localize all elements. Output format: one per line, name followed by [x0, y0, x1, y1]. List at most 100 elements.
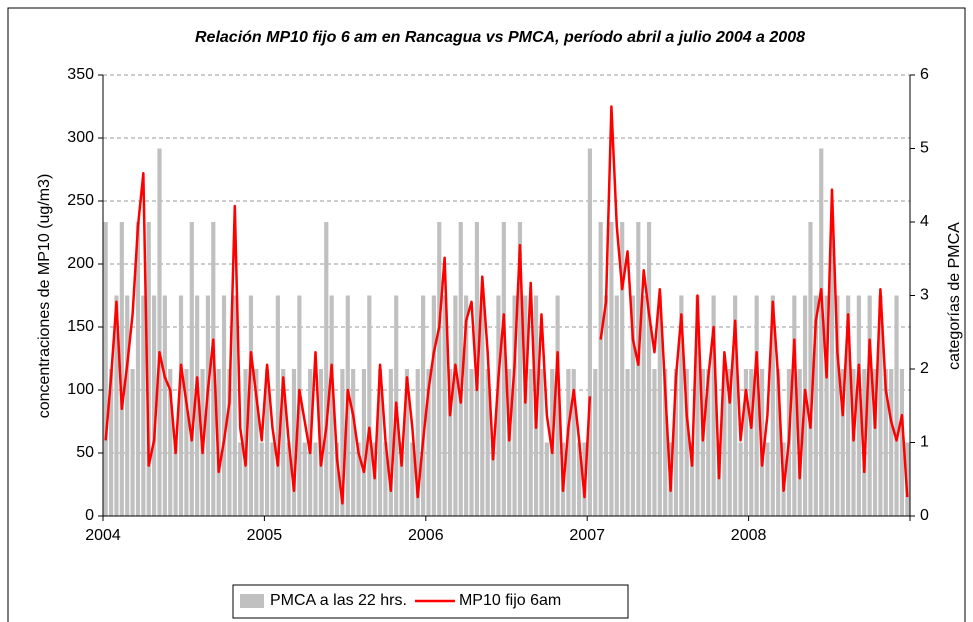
bar: [195, 295, 200, 516]
bar: [351, 369, 356, 516]
bar: [598, 222, 603, 516]
bar: [733, 295, 738, 516]
bar: [458, 222, 463, 516]
bar: [587, 148, 592, 516]
y2-tick-label: 5: [920, 140, 929, 157]
x-tick-label: 2008: [731, 527, 767, 544]
bar: [673, 369, 679, 516]
legend-label: PMCA a las 22 hrs.: [270, 592, 407, 609]
bar: [630, 295, 636, 516]
y-tick-label: 300: [67, 129, 94, 146]
y2-tick-label: 4: [920, 213, 929, 230]
bar: [889, 369, 894, 516]
bar: [620, 222, 625, 516]
bar: [517, 222, 523, 516]
bar: [856, 295, 861, 516]
bar: [281, 369, 286, 516]
bar: [743, 369, 748, 516]
bar: [259, 442, 264, 516]
bar: [168, 369, 173, 516]
bar: [765, 442, 770, 516]
bar: [851, 369, 856, 516]
bar: [334, 442, 340, 516]
bar: [152, 295, 157, 516]
y-tick-label: 200: [67, 255, 94, 272]
bar: [544, 442, 549, 516]
bar: [141, 295, 146, 516]
bar: [727, 369, 732, 516]
bar: [690, 442, 695, 516]
bar: [808, 222, 813, 516]
bar: [464, 295, 469, 516]
bar: [603, 295, 609, 516]
bar: [754, 295, 759, 516]
bar: [184, 369, 189, 516]
bar: [566, 369, 571, 516]
legend-swatch: [240, 594, 264, 608]
bar: [899, 369, 905, 516]
bar: [356, 442, 361, 516]
bar: [894, 295, 899, 516]
legend-label: MP10 fijo 6am: [459, 592, 561, 609]
bar: [792, 295, 797, 516]
bar: [453, 295, 458, 516]
bar: [695, 295, 700, 516]
y2-tick-label: 1: [920, 434, 929, 451]
bar: [119, 222, 124, 516]
bar: [835, 295, 840, 516]
y-tick-label: 100: [67, 381, 94, 398]
bar: [291, 369, 297, 516]
bar: [189, 222, 194, 516]
bar: [523, 295, 528, 516]
y2-tick-label: 0: [920, 507, 929, 524]
bar: [636, 222, 641, 516]
bar: [442, 295, 447, 516]
bar: [329, 295, 334, 516]
bar: [819, 148, 824, 516]
bar: [512, 295, 517, 516]
bar: [421, 295, 426, 516]
y-tick-label: 150: [67, 318, 94, 335]
bar: [248, 295, 254, 516]
bar: [377, 369, 383, 516]
bar: [399, 442, 404, 516]
bar: [749, 369, 754, 516]
bar: [496, 295, 501, 516]
bar: [173, 442, 178, 516]
bar: [700, 369, 705, 516]
bar: [770, 295, 775, 516]
bar: [577, 442, 582, 516]
bar: [286, 442, 291, 516]
bar: [388, 369, 393, 516]
line: [599, 105, 909, 498]
bar: [162, 295, 167, 516]
bar: [867, 295, 872, 516]
bar: [221, 295, 227, 516]
bar: [130, 369, 135, 516]
x-tick-label: 2005: [247, 527, 283, 544]
line: [104, 172, 592, 505]
bar: [410, 442, 415, 516]
bar: [431, 295, 436, 516]
bar: [415, 369, 420, 516]
bar: [275, 295, 280, 516]
bar: [361, 369, 367, 516]
bar: [684, 369, 689, 516]
bar: [840, 369, 845, 516]
y2-tick-label: 3: [920, 287, 929, 304]
bar: [324, 222, 329, 516]
bar: [652, 369, 657, 516]
bar: [641, 295, 646, 516]
bar: [528, 369, 533, 516]
bar: [404, 369, 410, 516]
bar: [157, 148, 162, 516]
bar: [593, 369, 598, 516]
bar: [883, 369, 888, 516]
bar: [125, 295, 130, 516]
bar: [437, 222, 442, 516]
bar: [302, 442, 307, 516]
bar: [178, 295, 184, 516]
x-tick-label: 2006: [408, 527, 444, 544]
